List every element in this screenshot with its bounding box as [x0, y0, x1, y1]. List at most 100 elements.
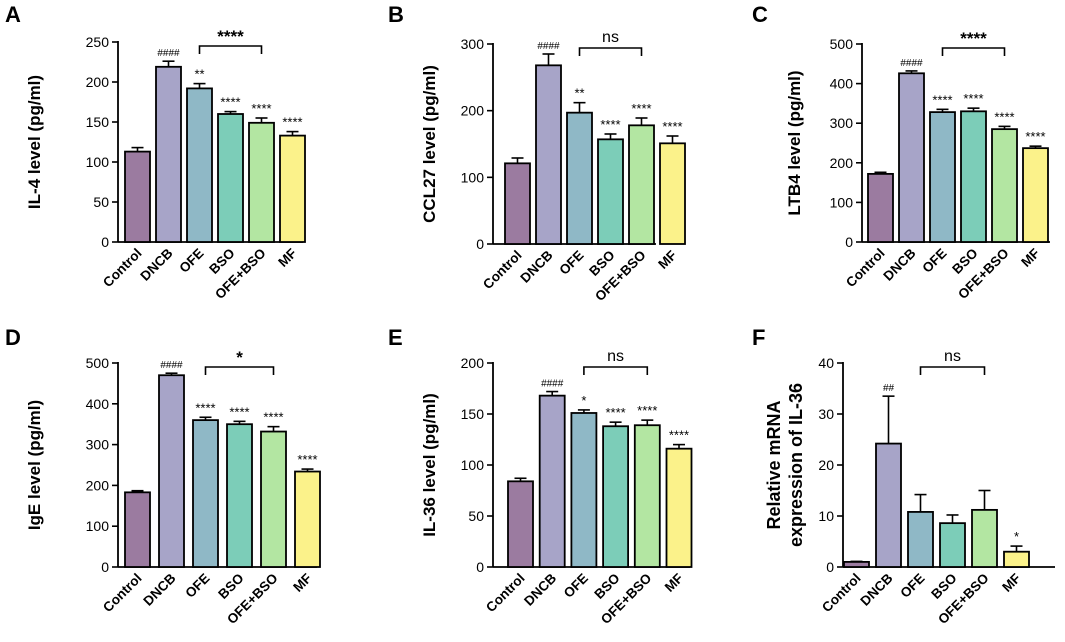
bar-ofe-bso	[971, 508, 998, 568]
y-tick-label: 100	[86, 154, 110, 170]
bar-ofe	[570, 412, 598, 568]
y-axis-title: IL-4 level (pg/ml)	[25, 75, 44, 209]
y-tick-label: 0	[101, 234, 109, 250]
significance-label: ****	[282, 115, 302, 130]
significance-label: *	[1014, 529, 1019, 544]
bar-control	[504, 162, 531, 245]
x-tick-label: DNCB	[140, 570, 178, 608]
panel-e: E IL-36 level (pg/ml) 0 50 100 150 200 Control #…	[388, 325, 693, 627]
y-axis-title: LTB4 level (pg/ml)	[785, 70, 804, 215]
y-tick-label: 300	[461, 36, 485, 52]
bar-ofe	[186, 87, 213, 243]
y-tick-label: 100	[86, 518, 110, 534]
bar-mf	[659, 142, 686, 245]
significance-label: ****	[631, 101, 651, 116]
bar-dncb	[538, 394, 566, 568]
comparison-bracket	[941, 47, 1006, 56]
bar-control	[124, 150, 151, 243]
x-tick-label: Control	[480, 248, 525, 293]
significance-label: ****	[669, 428, 689, 443]
significance-label: ****	[600, 117, 620, 132]
x-tick-label: Control	[100, 246, 145, 291]
y-tick-label: 0	[476, 236, 484, 252]
bracket-label: *	[236, 348, 243, 367]
bracket-label: ns	[602, 29, 619, 46]
y-tick-label: 50	[93, 194, 109, 210]
significance-label: **	[574, 86, 584, 101]
significance-label: ****	[994, 109, 1014, 124]
y-tick-label: 0	[845, 234, 853, 250]
bar-bso	[602, 425, 629, 568]
panel-letter: F	[752, 325, 765, 350]
x-tick-label: Control	[100, 571, 145, 616]
y-tick-label: 300	[830, 115, 854, 131]
bar-bso	[597, 138, 624, 245]
y-tick-label: 500	[86, 355, 110, 371]
significance-label: ****	[297, 452, 317, 467]
bar-ofe	[192, 419, 219, 568]
x-tick-label: MF	[290, 571, 314, 595]
y-axis-title-line: expression of IL-36	[786, 383, 806, 547]
bracket-label: ns	[607, 348, 624, 365]
bar-mf	[665, 447, 693, 568]
bar-ofe-bso	[633, 424, 661, 568]
bar-dncb	[158, 374, 185, 568]
panel-b: B CCL27 level (pg/ml) 0 100 200 300 Control ###…	[388, 2, 686, 304]
x-tick-label: OFE	[561, 571, 591, 601]
y-tick-label: 50	[468, 508, 484, 524]
y-tick-label: 40	[818, 355, 834, 371]
x-tick-label: DNCB	[857, 570, 895, 608]
y-tick-label: 100	[461, 169, 485, 185]
y-tick-label: 10	[818, 508, 834, 524]
bar-control	[843, 561, 870, 568]
significance-label: ##	[883, 383, 895, 394]
comparison-bracket	[198, 45, 263, 54]
bar-bso	[217, 113, 244, 243]
x-tick-label: MF	[662, 571, 686, 595]
y-axis-title: IL-36 level (pg/ml)	[420, 393, 439, 537]
significance-label: ****	[251, 101, 271, 116]
y-tick-label: 30	[818, 406, 834, 422]
bar-dncb	[875, 442, 902, 568]
y-tick-label: 0	[101, 559, 109, 575]
x-tick-label: MF	[999, 571, 1023, 595]
significance-label: ####	[160, 360, 183, 371]
significance-label: ****	[1025, 129, 1045, 144]
panel-f: F Relative mRNA expression of IL-36 0 10 20 30…	[752, 325, 1055, 627]
y-tick-label: 200	[461, 355, 485, 371]
significance-label: ####	[537, 41, 560, 52]
significance-label: ****	[195, 400, 215, 415]
significance-label: **	[194, 67, 204, 82]
bar-mf	[1003, 550, 1030, 568]
bar-ofe-bso	[628, 124, 655, 245]
bar-ofe-bso	[260, 430, 287, 568]
panel-letter: E	[388, 325, 403, 350]
bar-dncb	[155, 65, 182, 243]
y-tick-label: 0	[476, 559, 484, 575]
significance-label: ****	[263, 410, 283, 425]
y-tick-label: 400	[86, 396, 110, 412]
x-tick-label: DNCB	[521, 570, 559, 608]
bar-dncb	[535, 64, 562, 245]
significance-label: ####	[900, 58, 923, 69]
panel-letter: A	[5, 2, 21, 27]
significance-label: ####	[157, 48, 180, 59]
y-tick-label: 200	[461, 103, 485, 119]
x-tick-label: OFE	[556, 248, 586, 278]
bar-mf	[294, 470, 321, 568]
y-tick-label: 150	[86, 114, 110, 130]
bar-bso	[226, 423, 253, 568]
significance-label: ****	[662, 119, 682, 134]
y-axis-title: IgE level (pg/ml)	[25, 400, 44, 530]
bar-bso	[960, 110, 987, 243]
comparison-bracket	[204, 366, 275, 375]
y-tick-label: 100	[830, 194, 854, 210]
panel-c: C LTB4 level (pg/ml) 0 100 200 300 400 500 Contr…	[752, 2, 1050, 302]
y-tick-label: 400	[830, 76, 854, 92]
bar-bso	[939, 522, 966, 568]
y-tick-label: 500	[830, 36, 854, 52]
x-tick-label: OFE	[182, 571, 212, 601]
significance-label: ****	[963, 91, 983, 106]
bar-ofe	[929, 111, 956, 243]
